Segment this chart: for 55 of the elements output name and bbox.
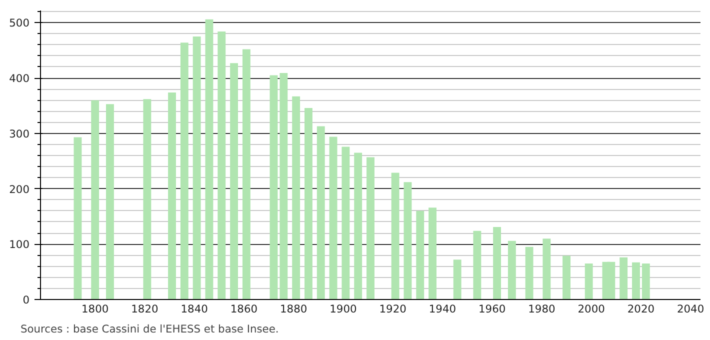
bar: [562, 256, 570, 300]
bar: [329, 136, 338, 300]
x-tick-label: 1820: [131, 302, 158, 316]
bar: [642, 264, 650, 300]
bar: [391, 172, 400, 300]
bar: [304, 108, 312, 300]
bar: [292, 96, 300, 300]
bar: [74, 137, 82, 300]
bar: [366, 157, 374, 300]
bar: [270, 75, 278, 300]
bar: [168, 92, 176, 300]
bar: [453, 260, 462, 300]
y-tick-label: 200: [9, 182, 30, 196]
y-tick-label: 500: [9, 16, 30, 30]
bar: [218, 32, 226, 300]
bar: [525, 246, 534, 300]
x-tick-label: 1900: [330, 302, 357, 316]
x-tick-label: 1840: [180, 302, 208, 316]
bar: [205, 19, 214, 300]
x-tick-label: 1800: [82, 302, 109, 316]
bar: [106, 104, 114, 300]
bar: [620, 257, 628, 300]
bar: [508, 240, 516, 300]
y-tick-label: 400: [9, 72, 30, 86]
y-tick-label: 100: [9, 238, 30, 252]
x-tick-label: 1940: [428, 302, 456, 316]
bar: [143, 99, 152, 300]
y-tick-label: 0: [22, 294, 30, 306]
bar: [280, 73, 288, 300]
bar: [584, 264, 593, 300]
bar: [242, 49, 250, 300]
x-tick-label: 1860: [230, 302, 258, 316]
source-note: Sources : base Cassini de l'EHESS et base Insee.: [20, 322, 279, 336]
bar: [428, 208, 436, 300]
bar: [473, 230, 482, 300]
bar: [542, 238, 551, 300]
bar: [404, 182, 412, 300]
x-tick-label: 1960: [478, 302, 506, 316]
x-tick-label: 1880: [280, 302, 308, 316]
bar: [342, 146, 350, 300]
bar: [192, 36, 201, 300]
x-tick-label: 1920: [379, 302, 407, 316]
bar: [316, 126, 325, 300]
bar: [354, 152, 362, 300]
bar: [91, 100, 100, 300]
bar: [230, 63, 238, 300]
x-tick-label: 2020: [627, 302, 655, 316]
x-tick-label: 2040: [677, 302, 704, 316]
bar: [493, 226, 502, 300]
x-tick-label: 1980: [528, 302, 556, 316]
bar: [416, 210, 424, 300]
bar: [180, 42, 188, 300]
x-tick-label: 2000: [578, 302, 606, 316]
y-tick-label: 300: [9, 127, 30, 140]
bar: [632, 262, 640, 300]
